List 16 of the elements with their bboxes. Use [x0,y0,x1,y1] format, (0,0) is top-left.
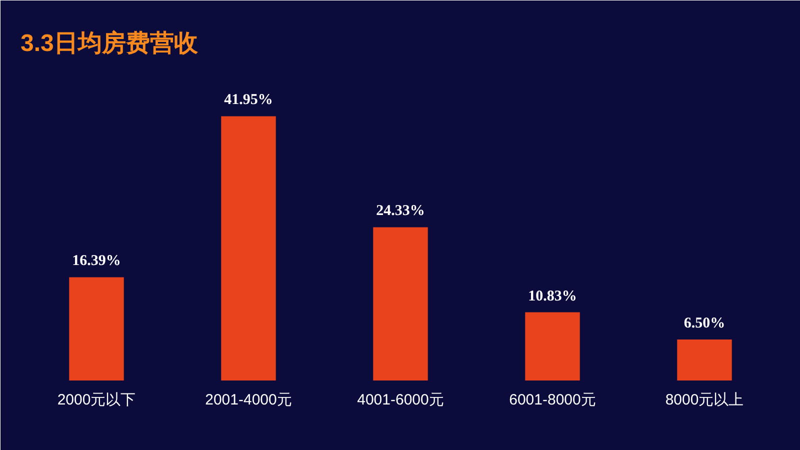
x-tick-label: 2001-4000元 [205,392,292,408]
x-tick-label: 2000元以下 [57,392,136,408]
data-label: 16.39% [72,253,121,270]
bar [69,277,124,380]
bar [373,227,428,380]
data-label: 6.50% [684,316,726,332]
data-label: 41.95% [224,92,273,108]
bar [677,340,732,380]
chart-title: 3.3日均房费营收 [20,30,199,57]
data-label: 10.83% [528,288,577,304]
bar [525,312,580,380]
x-tick-label: 8000元以上 [665,392,744,408]
x-tick-label: 6001-8000元 [509,392,596,408]
bar [221,116,276,380]
data-label: 24.33% [376,203,425,220]
x-tick-label: 4001-6000元 [357,392,444,408]
